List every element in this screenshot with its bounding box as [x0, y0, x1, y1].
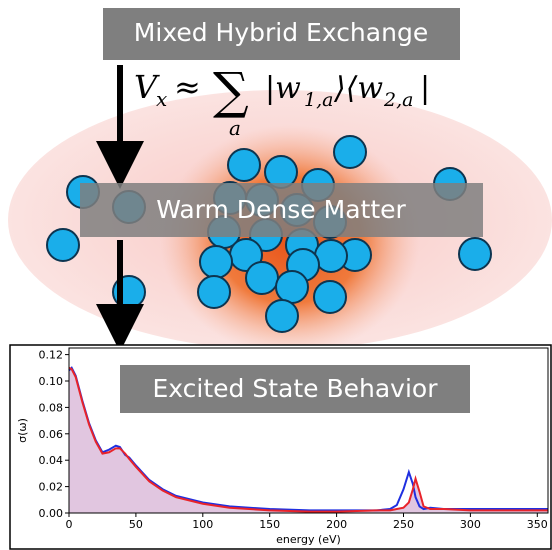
formula-v: V — [134, 68, 160, 106]
particle — [46, 228, 80, 262]
formula-bra-sub: 2,a — [383, 89, 413, 111]
particle — [227, 148, 261, 182]
y-tick-label: 0.06 — [39, 428, 64, 441]
y-tick-label: 0.10 — [39, 375, 64, 388]
top-label-box — [103, 8, 460, 60]
top-label: Mixed Hybrid Exchange — [134, 18, 428, 47]
x-tick-label: 300 — [460, 518, 481, 531]
middle-label: Warm Dense Matter — [156, 195, 406, 224]
y-tick-label: 0.08 — [39, 401, 64, 414]
particle — [275, 270, 309, 304]
x-tick-label: 150 — [259, 518, 280, 531]
x-tick-label: 250 — [393, 518, 414, 531]
formula-index: a — [229, 116, 241, 140]
y-tick-label: 0.12 — [39, 349, 64, 362]
chart: 0 50 100 150 200 250 300 350 0.00 0.02 0.04 0.06 0.0… — [16, 347, 549, 546]
x-tick-label: 100 — [192, 518, 213, 531]
y-tick-label: 0.00 — [39, 507, 64, 520]
formula-close: | — [420, 71, 430, 106]
x-tick-label: 200 — [326, 518, 347, 531]
formula: V x ≈ ∑ a |w 1,a ⟩⟨w 2,a | — [134, 62, 430, 140]
y-axis-label: σ(ω) — [16, 418, 29, 443]
particle — [458, 237, 492, 271]
particle — [333, 135, 367, 169]
middle-label-box — [80, 183, 483, 237]
formula-sum: ∑ — [213, 62, 249, 120]
x-axis-label: energy (eV) — [276, 533, 341, 546]
x-tick-label: 0 — [66, 518, 73, 531]
particle — [199, 245, 233, 279]
y-tick-label: 0.02 — [39, 481, 64, 494]
area — [69, 367, 548, 513]
axes-frame — [68, 347, 549, 514]
chart-title: Excited State Behavior — [153, 374, 439, 403]
formula-sub: x — [156, 87, 167, 111]
y-tick-label: 0.04 — [39, 454, 64, 467]
particle — [265, 299, 299, 333]
title-box — [120, 365, 470, 413]
formula-ket-sub: 1,a — [304, 89, 333, 111]
particle — [245, 261, 279, 295]
x-tick-label: 350 — [527, 518, 548, 531]
x-tick-label: 50 — [129, 518, 143, 531]
particle — [313, 280, 347, 314]
formula-approx: ≈ — [174, 68, 201, 106]
particle — [197, 275, 231, 309]
formula-ket: |w — [265, 71, 301, 106]
formula-bra: ⟩⟨w — [333, 71, 383, 106]
line — [68, 366, 548, 513]
